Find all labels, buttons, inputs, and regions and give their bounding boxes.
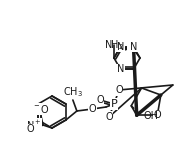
Text: P: P [111, 99, 117, 109]
Text: N: N [117, 64, 124, 74]
Text: CH$_3$: CH$_3$ [63, 85, 83, 99]
Text: N: N [117, 42, 124, 52]
Text: O: O [89, 104, 96, 114]
Text: O: O [26, 124, 34, 134]
Text: OH: OH [143, 111, 158, 121]
Text: N: N [130, 42, 137, 52]
Text: O: O [105, 112, 113, 122]
Text: NH$_2$: NH$_2$ [104, 38, 124, 52]
Text: $^-$O: $^-$O [32, 103, 50, 115]
Text: O: O [115, 85, 123, 95]
Text: O: O [96, 95, 104, 105]
Text: N$^+$: N$^+$ [26, 118, 42, 132]
Text: O: O [153, 110, 161, 120]
Text: N: N [128, 41, 135, 51]
